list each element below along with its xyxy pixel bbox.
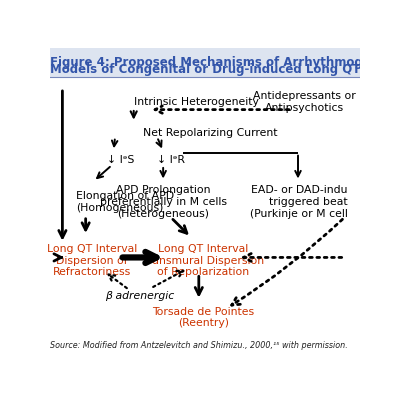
Text: EAD- or DAD-indu
triggered beat
(Purkinje or M cell: EAD- or DAD-indu triggered beat (Purkinj… <box>250 186 348 218</box>
Text: Source: Modified from Antzelevitch and Shimizu., 2000,¹⁵ with permission.: Source: Modified from Antzelevitch and S… <box>50 341 348 350</box>
Text: Antidepressants or
Antipsychotics: Antidepressants or Antipsychotics <box>253 91 356 113</box>
Text: ↓ IᵊS: ↓ IᵊS <box>107 154 135 164</box>
Text: Elongation of APD
(Homogeneous): Elongation of APD (Homogeneous) <box>76 191 174 213</box>
Text: ↓ IᵊR: ↓ IᵊR <box>157 154 185 164</box>
Text: APD Prolongation
preferentially in M cells
(Heterogeneous): APD Prolongation preferentially in M cel… <box>100 186 227 218</box>
Text: Models of Congenital or Drug-induced Long QT Syndrome: Models of Congenital or Drug-induced Lon… <box>50 64 400 76</box>
Bar <box>50 48 360 77</box>
Text: Intrinsic Heterogeneity: Intrinsic Heterogeneity <box>134 97 258 107</box>
Text: Figure 4: Proposed Mechanisms of Arrhythmogenesis in: Figure 4: Proposed Mechanisms of Arrhyth… <box>50 56 400 69</box>
Text: Long QT Interval
Dispersion of
Refractoriness: Long QT Interval Dispersion of Refractor… <box>47 244 137 277</box>
Text: Net Repolarizing Current: Net Repolarizing Current <box>143 128 278 138</box>
Text: Long QT Interval
Transmural Dispersion
of Repolarization: Long QT Interval Transmural Dispersion o… <box>143 244 264 277</box>
Text: β adrenergic: β adrenergic <box>105 291 174 301</box>
Text: Torsade de Pointes
(Reentry): Torsade de Pointes (Reentry) <box>152 307 254 328</box>
